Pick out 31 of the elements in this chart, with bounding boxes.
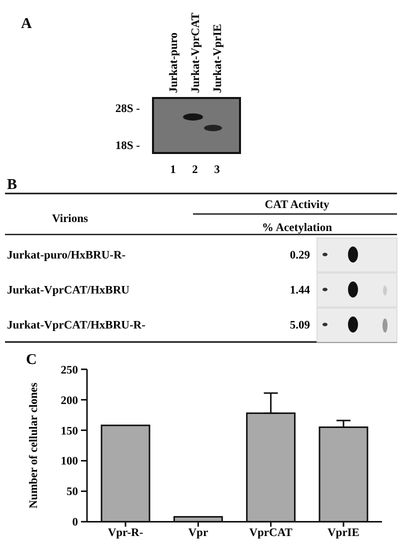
x-tick-label: Vpr [188, 527, 208, 539]
text: B [7, 177, 18, 193]
text: 3 [214, 164, 220, 176]
data-label: 1.44 [290, 284, 310, 296]
category-label: Jurkat-VprCAT/HxBRU [7, 284, 130, 296]
text: A [21, 16, 32, 32]
y-axis-title: Number of cellular clones [28, 382, 40, 508]
x-tick-label: VprCAT [249, 527, 293, 539]
text: 1 [170, 164, 176, 176]
text: 18S - [115, 140, 140, 152]
y-tick-label: 0 [72, 516, 78, 529]
category-label: Jurkat-puro [168, 32, 180, 93]
data-label: 0.29 [290, 250, 310, 262]
y-tick-label: 250 [60, 364, 78, 376]
y-tick-label: 50 [66, 486, 78, 498]
y-tick-label: 150 [60, 425, 78, 438]
x-tick-label: VprIE [328, 527, 360, 539]
x-tick-label: Vpr-R- [108, 527, 144, 539]
category-label: Jurkat-VprIE [212, 24, 224, 93]
data-label: 5.09 [290, 320, 310, 332]
chart-title: C [26, 352, 37, 368]
category-label: Jurkat-puro/HxBRU-R- [7, 250, 126, 262]
text: 28S - [115, 103, 140, 115]
category-label: Jurkat-VprCAT/HxBRU-R- [7, 320, 146, 332]
y-tick-label: 200 [60, 394, 78, 407]
text: 2 [192, 164, 198, 176]
text: Virions [52, 213, 89, 225]
category-label: Jurkat-VprCAT [190, 12, 202, 93]
y-tick-label: 100 [60, 456, 78, 468]
text: % Acetylation [262, 222, 333, 234]
text: CAT Activity [264, 199, 330, 211]
